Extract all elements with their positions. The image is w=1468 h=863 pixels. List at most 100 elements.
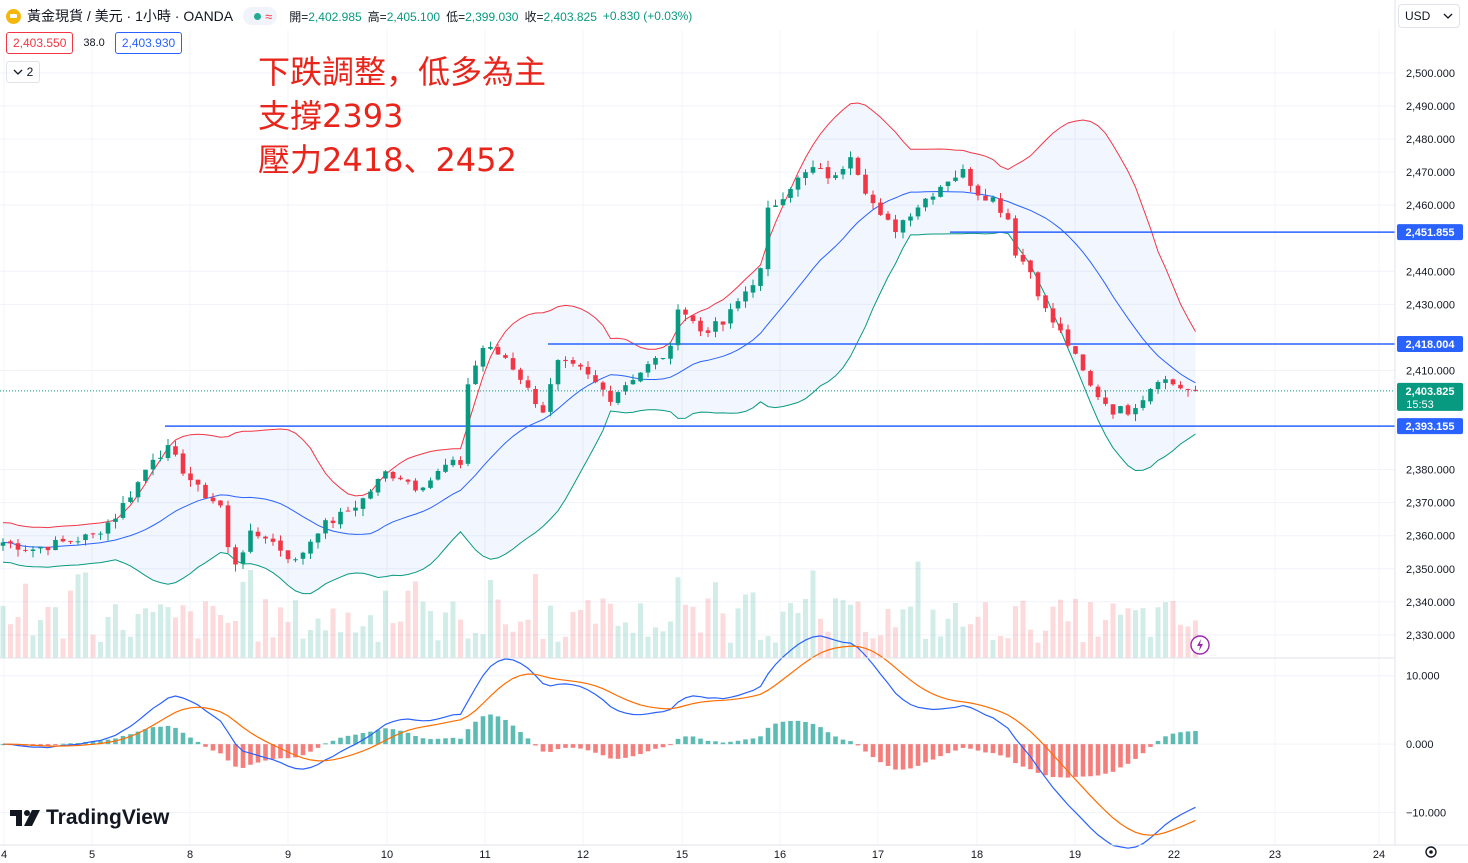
- analysis-annotation[interactable]: 下跌調整，低多為主 支撐2393 壓力2418、2452: [258, 50, 546, 182]
- volume-bar: [420, 601, 426, 658]
- candle-body: [900, 220, 906, 233]
- settings-gear-icon[interactable]: [1424, 845, 1438, 862]
- ohlc-values: 開=2,402.985 高=2,405.100 低=2,399.030 收=2,403…: [289, 8, 603, 25]
- macd-histogram-bar: [1140, 744, 1146, 754]
- macd-histogram-bar: [308, 744, 313, 752]
- y-tick-label: 2,370.000: [1406, 498, 1455, 510]
- macd-histogram-bar: [533, 744, 538, 746]
- macd-histogram-bar: [743, 739, 748, 745]
- volume-bar: [510, 631, 516, 658]
- candle-body: [990, 197, 996, 202]
- volume-bar: [390, 623, 396, 658]
- candle-body: [548, 384, 553, 412]
- macd-histogram-bar: [960, 744, 966, 748]
- indicators-toggle[interactable]: 2: [6, 61, 40, 83]
- volume-bar: [23, 583, 28, 658]
- candle-body: [773, 205, 778, 208]
- volume-bar: [128, 636, 133, 658]
- volume-bar: [308, 629, 313, 658]
- macd-histogram-bar: [473, 721, 478, 745]
- volume-bar: [38, 620, 43, 658]
- volume-bar: [98, 641, 103, 658]
- candle-body: [293, 559, 298, 561]
- candle-body: [1005, 213, 1011, 220]
- macd-histogram-bar: [585, 744, 591, 751]
- currency-label: USD: [1405, 9, 1431, 23]
- macd-histogram-bar: [630, 744, 636, 757]
- symbol-title[interactable]: 黃金現貨 / 美元 · 1小時 · OANDA: [27, 8, 234, 24]
- volume-bar: [375, 641, 381, 658]
- candle-body: [690, 315, 696, 322]
- volume-bar: [458, 619, 463, 658]
- x-tick-label: 4: [1, 849, 7, 861]
- macd-histogram-bar: [623, 744, 628, 758]
- candle-body: [38, 547, 43, 549]
- macd-histogram-bar: [338, 737, 343, 745]
- macd-histogram-bar: [195, 741, 201, 745]
- macd-histogram-bar: [990, 744, 996, 754]
- annotation-line-1: 下跌調整，低多為主: [258, 53, 547, 91]
- candle-body: [105, 522, 111, 534]
- macd-histogram-bar: [1035, 744, 1041, 773]
- candle-body: [1095, 386, 1101, 398]
- volume-bar: [750, 592, 756, 658]
- sell-button[interactable]: 2,403.550: [6, 32, 74, 54]
- macd-histogram-bar: [795, 720, 801, 745]
- candle-body: [593, 375, 598, 383]
- macd-histogram-bar: [1050, 744, 1056, 777]
- macd-histogram-bar: [1185, 731, 1191, 745]
- ohlc-item: 高=2,405.100: [367, 9, 441, 24]
- macd-histogram-bar: [818, 727, 823, 745]
- x-tick-label: 9: [285, 849, 291, 861]
- candle-body: [270, 538, 276, 542]
- volume-bar: [668, 621, 673, 658]
- volume-bar: [555, 641, 561, 658]
- volume-bar: [615, 625, 621, 658]
- hline-price-label: 2,418.004: [1406, 339, 1456, 351]
- macd-histogram-bar: [893, 744, 898, 770]
- volume-bar: [1073, 598, 1078, 658]
- volume-bar: [1140, 608, 1146, 658]
- market-status-pill[interactable]: ≈: [243, 7, 278, 25]
- candle-body: [413, 480, 418, 491]
- ohlc-item: 低=2,399.030: [446, 9, 519, 24]
- tradingview-logo[interactable]: TradingView: [10, 806, 169, 830]
- currency-select[interactable]: USD: [1398, 4, 1460, 28]
- candle-body: [585, 366, 591, 375]
- volume-bar: [263, 599, 268, 658]
- candle-body: [1013, 218, 1018, 256]
- candle-body: [23, 549, 28, 551]
- volume-bar: [570, 611, 576, 658]
- volume-bar: [705, 598, 711, 658]
- macd-histogram-bar: [1193, 731, 1198, 745]
- candle-body: [623, 385, 628, 392]
- bollinger-bands: [2, 102, 1196, 595]
- macd-histogram-bar: [375, 729, 381, 745]
- macd-histogram-bar: [773, 723, 778, 745]
- candle-body: [863, 174, 868, 194]
- volume-bar: [1185, 626, 1191, 658]
- macd-tick-label: 0.000: [1406, 739, 1434, 751]
- candle-body: [893, 219, 898, 233]
- candle-body: [975, 185, 981, 196]
- candle-body: [458, 460, 463, 465]
- wave-icon: ≈: [265, 8, 273, 24]
- candle-body: [450, 459, 456, 466]
- candle-body: [128, 497, 133, 502]
- volume-bar: [300, 638, 306, 658]
- quote-row: 2,403.550 38.0 2,403.930: [6, 32, 183, 54]
- macd-histogram-bar: [45, 744, 51, 746]
- macd-histogram-bar: [660, 744, 666, 748]
- buy-button[interactable]: 2,403.930: [114, 32, 183, 54]
- candle-body: [810, 167, 816, 173]
- macd-histogram-bar: [158, 726, 163, 745]
- candle-body: [465, 384, 471, 464]
- volume-bar: [1035, 642, 1041, 658]
- macd-histogram-bar: [1088, 744, 1093, 777]
- candle-body: [533, 388, 538, 405]
- volume-bar: [773, 642, 778, 658]
- volume-bar: [1148, 636, 1153, 658]
- y-tick-label: 2,500.000: [1406, 68, 1455, 80]
